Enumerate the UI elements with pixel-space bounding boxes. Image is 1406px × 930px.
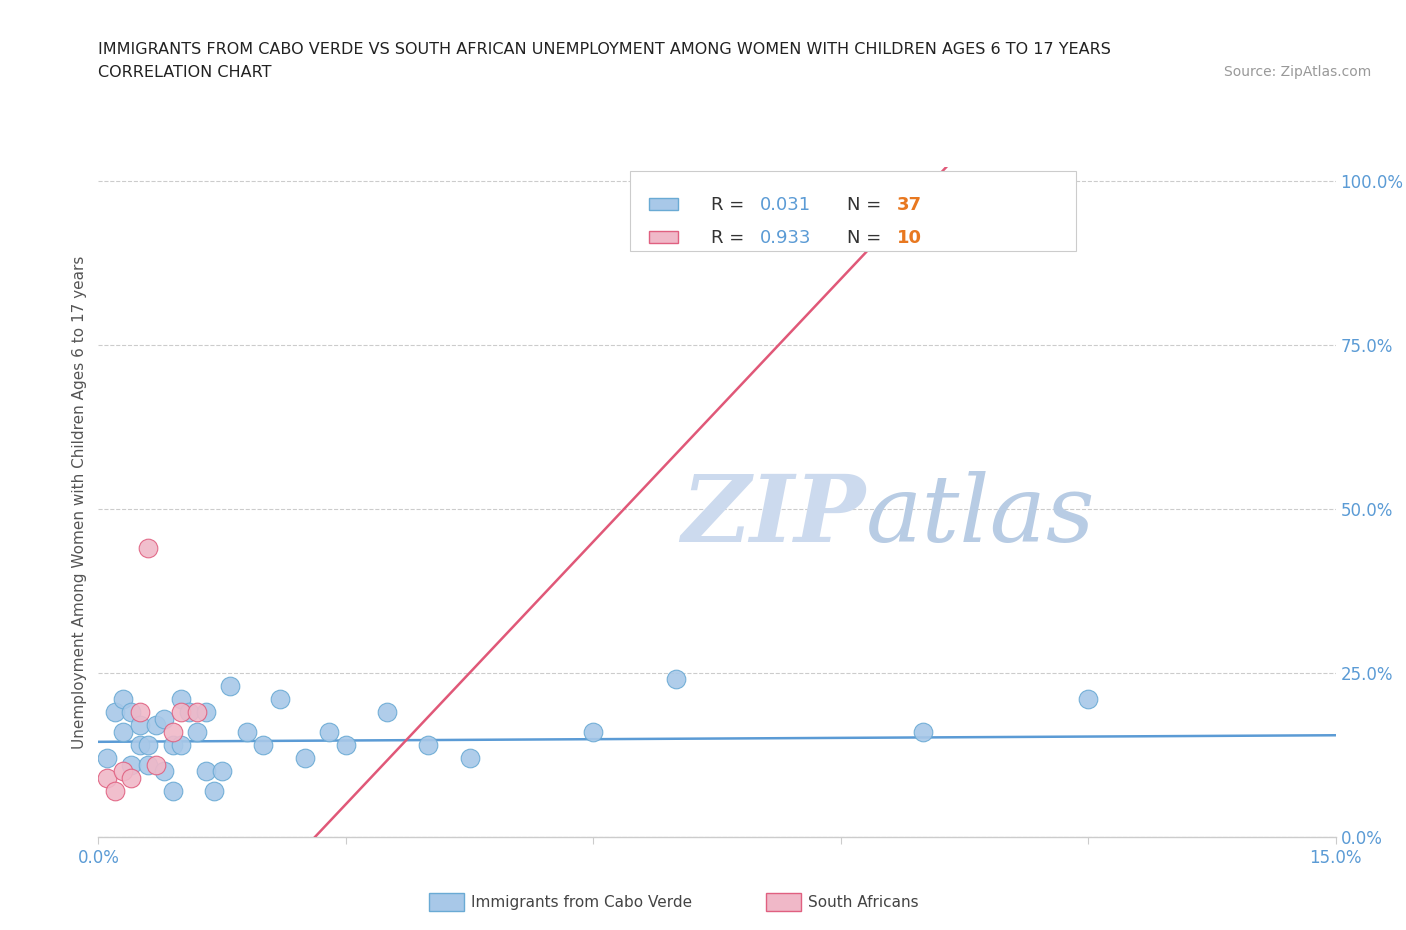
Point <box>179 705 201 720</box>
Point <box>269 692 291 707</box>
Point <box>96 770 118 785</box>
Point <box>318 724 340 739</box>
Y-axis label: Unemployment Among Women with Children Ages 6 to 17 years: Unemployment Among Women with Children A… <box>72 256 87 749</box>
Point <box>194 705 217 720</box>
Point <box>128 705 150 720</box>
Point <box>211 764 233 778</box>
Point <box>194 764 217 778</box>
Point <box>236 724 259 739</box>
Point <box>335 737 357 752</box>
Point <box>458 751 481 765</box>
FancyBboxPatch shape <box>650 231 678 243</box>
Point <box>186 705 208 720</box>
Text: IMMIGRANTS FROM CABO VERDE VS SOUTH AFRICAN UNEMPLOYMENT AMONG WOMEN WITH CHILDR: IMMIGRANTS FROM CABO VERDE VS SOUTH AFRI… <box>98 42 1111 57</box>
Point <box>112 692 135 707</box>
Point <box>128 737 150 752</box>
Text: R =: R = <box>711 230 749 247</box>
Point <box>96 751 118 765</box>
Point <box>120 757 142 772</box>
Text: South Africans: South Africans <box>808 895 920 910</box>
Point <box>145 718 167 733</box>
Point <box>665 672 688 687</box>
Point <box>104 705 127 720</box>
Point <box>202 784 225 799</box>
Text: 37: 37 <box>897 196 921 214</box>
Text: N =: N = <box>846 230 887 247</box>
Point <box>162 784 184 799</box>
Text: 10: 10 <box>897 230 921 247</box>
Point <box>120 770 142 785</box>
Point <box>170 692 193 707</box>
Text: Source: ZipAtlas.com: Source: ZipAtlas.com <box>1223 65 1371 79</box>
Point <box>112 764 135 778</box>
Point <box>912 724 935 739</box>
Point <box>418 737 440 752</box>
Point <box>128 718 150 733</box>
Point <box>375 705 398 720</box>
Point <box>136 540 159 555</box>
Point <box>294 751 316 765</box>
Point <box>120 705 142 720</box>
Point <box>162 724 184 739</box>
Text: 0.933: 0.933 <box>761 230 811 247</box>
Point <box>582 724 605 739</box>
Point <box>104 784 127 799</box>
Point <box>136 757 159 772</box>
Point <box>186 724 208 739</box>
Text: atlas: atlas <box>866 471 1095 561</box>
Point <box>112 724 135 739</box>
Point <box>170 737 193 752</box>
Point <box>136 737 159 752</box>
Point <box>170 705 193 720</box>
FancyBboxPatch shape <box>650 197 678 209</box>
Point <box>162 737 184 752</box>
FancyBboxPatch shape <box>630 171 1076 251</box>
Text: 0.031: 0.031 <box>761 196 811 214</box>
Point <box>145 757 167 772</box>
Point <box>153 764 176 778</box>
Point <box>252 737 274 752</box>
Text: Immigrants from Cabo Verde: Immigrants from Cabo Verde <box>471 895 692 910</box>
Point <box>1077 692 1099 707</box>
Text: N =: N = <box>846 196 887 214</box>
Text: ZIP: ZIP <box>682 471 866 561</box>
Point <box>153 711 176 726</box>
Point <box>219 679 242 694</box>
Text: CORRELATION CHART: CORRELATION CHART <box>98 65 271 80</box>
Text: R =: R = <box>711 196 749 214</box>
